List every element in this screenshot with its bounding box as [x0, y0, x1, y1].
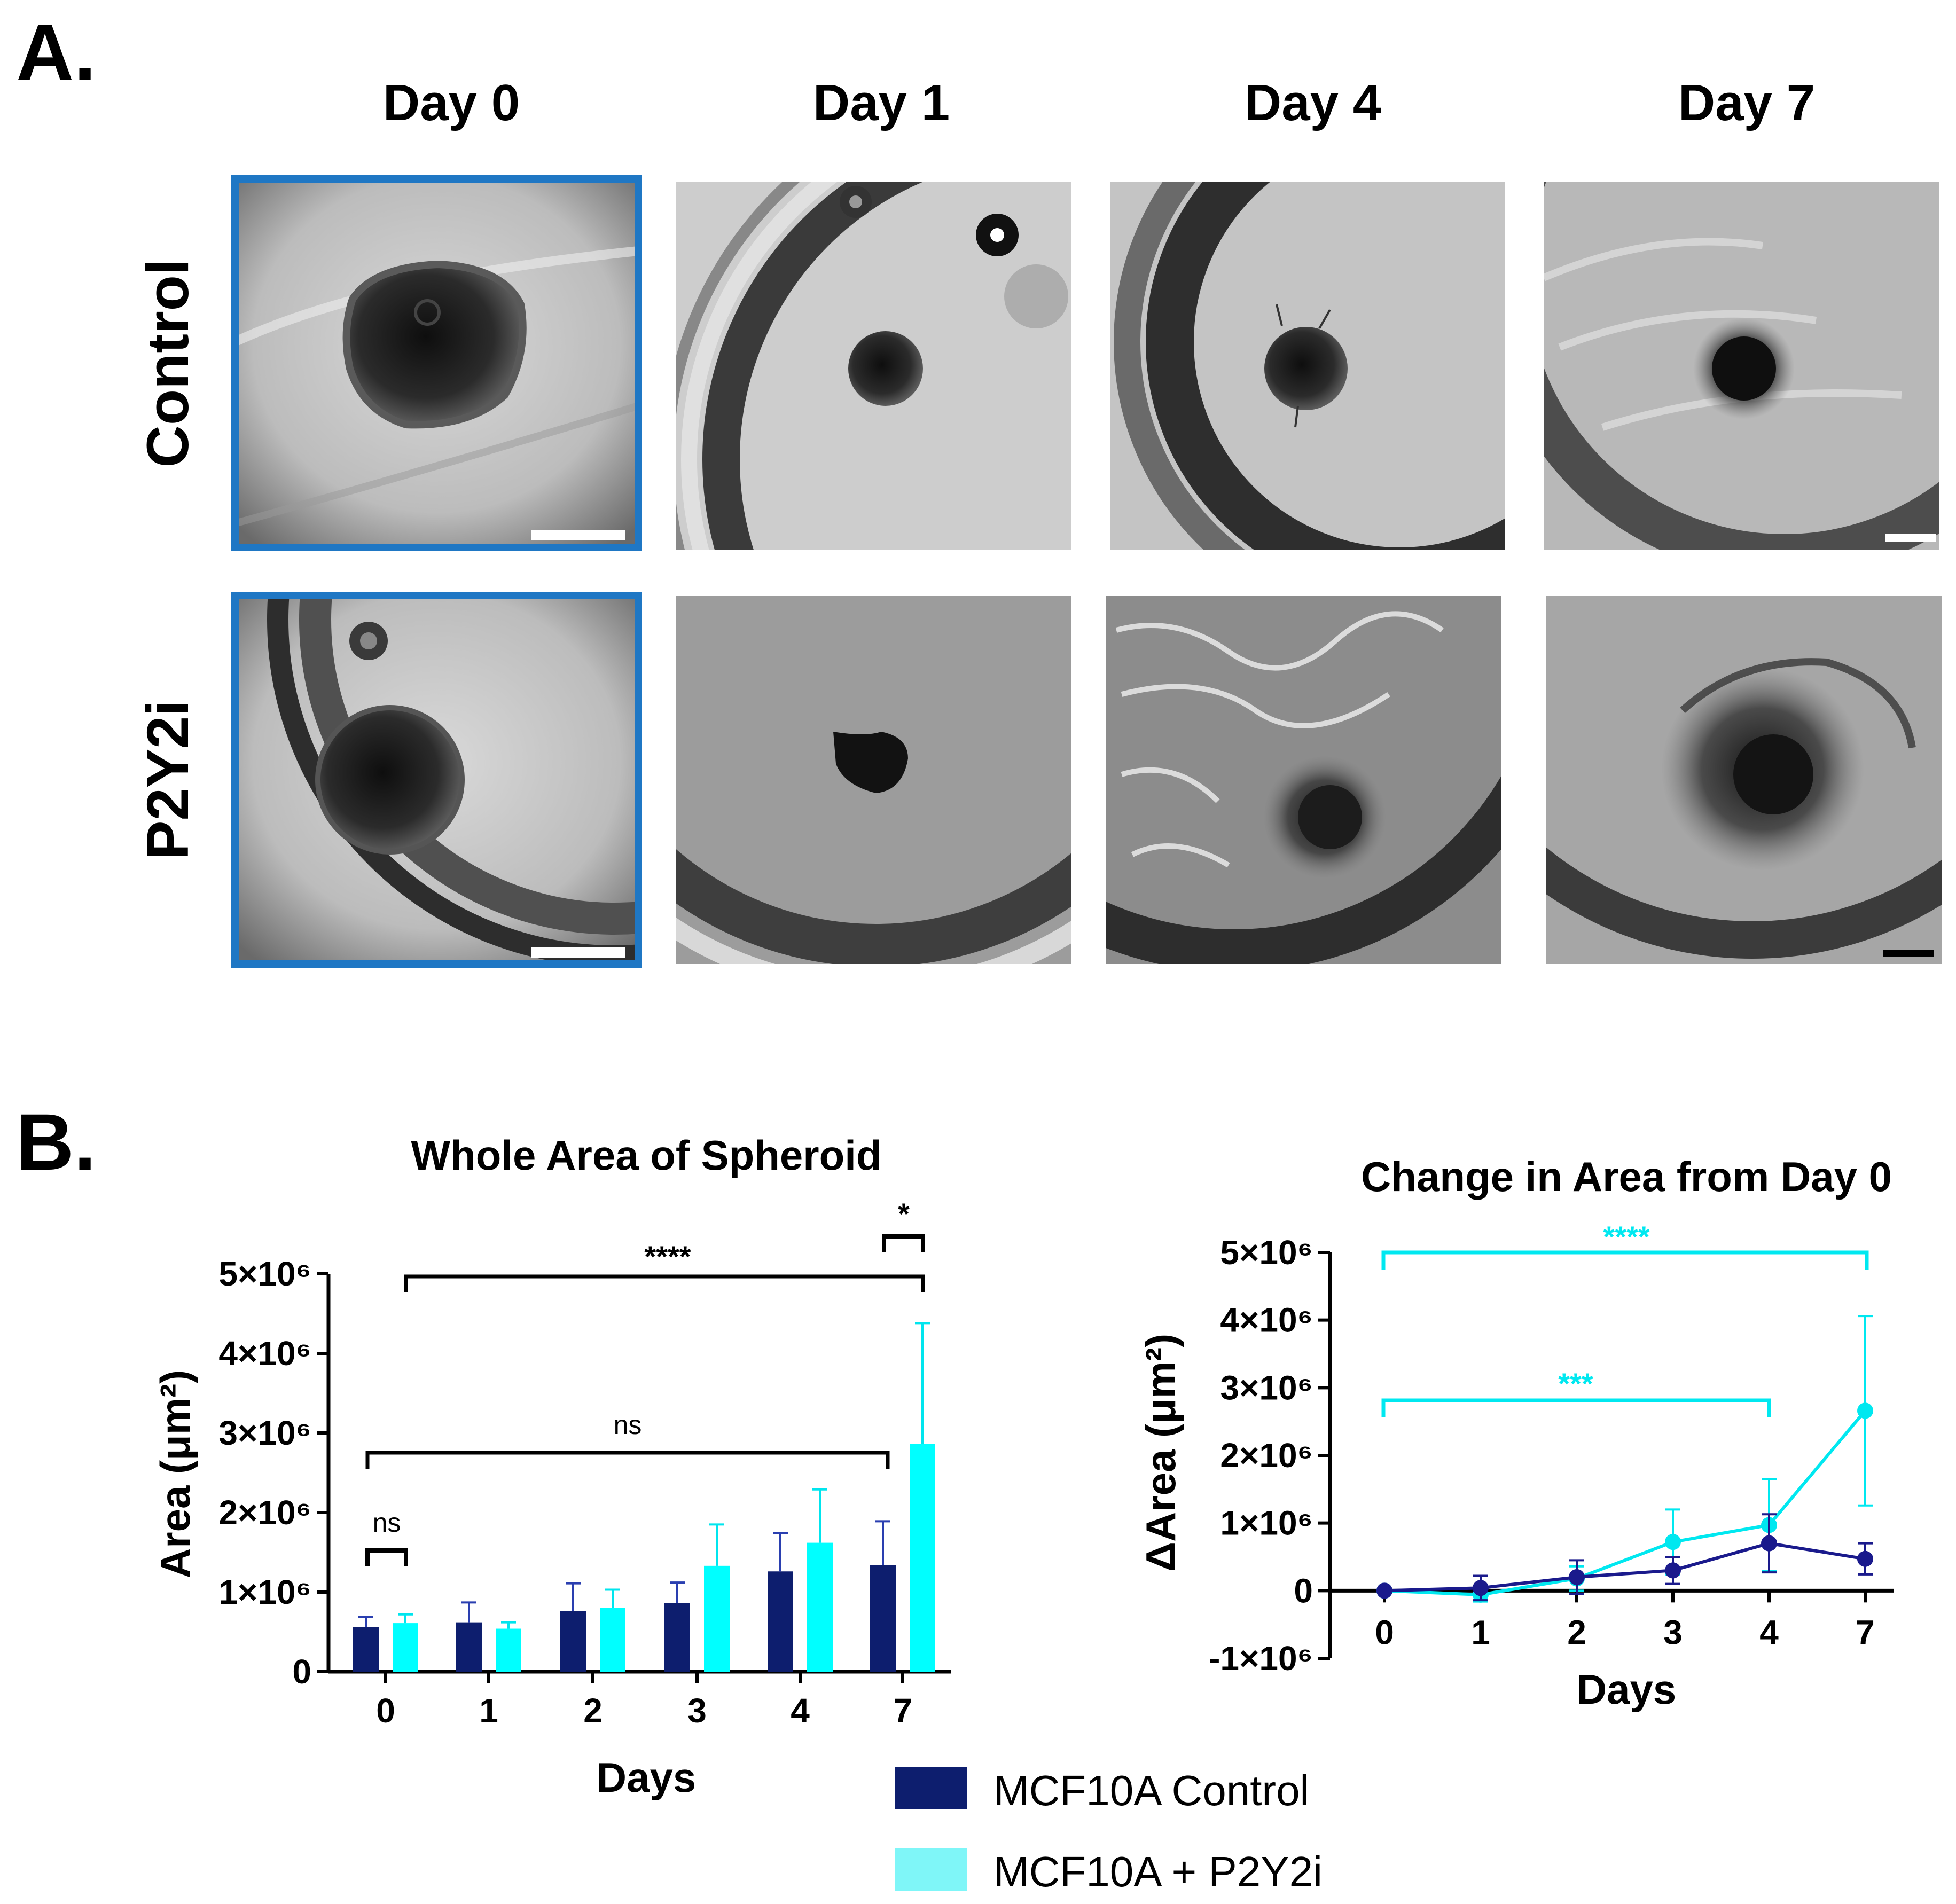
line-x-tick-label: 2: [1567, 1613, 1586, 1651]
bar-p2y2i-4: [807, 1542, 833, 1672]
line-x-tick-label: 4: [1759, 1613, 1779, 1651]
line-series-p2y2i: [1384, 1409, 1867, 1596]
line-x-tick-label: 0: [1375, 1613, 1394, 1651]
legend-label-p2y2i: MCF10A + P2Y2i: [993, 1848, 1323, 1895]
line-y-tick-label: 1×10⁶: [1220, 1504, 1313, 1542]
bar-p2y2i-0: [393, 1623, 418, 1672]
day-header-7: Day 7: [1678, 74, 1815, 131]
scale-bar: [1885, 534, 1936, 542]
line-point-control-4: [1761, 1535, 1777, 1552]
micrograph-control-day1: [676, 182, 1071, 550]
bar-control-4: [768, 1571, 793, 1672]
sig-label-ns-day0: ns: [373, 1508, 401, 1538]
legend-label-control: MCF10A Control: [993, 1767, 1309, 1814]
bar-x-tick-label: 2: [583, 1691, 603, 1730]
bar-y-tick-label: 4×10⁶: [218, 1334, 311, 1373]
sig-label-3star-line: ***: [1558, 1367, 1593, 1400]
panel-b-letter: B.: [16, 1097, 96, 1187]
line-chart: Change in Area from Day 0 -1×10⁶ 0 1×10⁶ 2×1…: [1137, 1153, 1894, 1713]
sig-label-1star: *: [898, 1197, 910, 1231]
bar-x-axis-label: Days: [597, 1754, 696, 1801]
line-y-tick-label: 0: [1294, 1571, 1313, 1610]
bar-control-1: [456, 1622, 482, 1672]
line-x-axis-label: Days: [1577, 1666, 1676, 1713]
bar-x-tick-label: 1: [479, 1691, 498, 1730]
line-point-control-3: [1665, 1562, 1681, 1579]
bar-p2y2i-3: [704, 1565, 730, 1672]
sig-bracket-4star-line: [1381, 1250, 1869, 1270]
sig-bracket-3star-line: [1381, 1398, 1771, 1417]
bar-y-tick-label: 1×10⁶: [218, 1573, 311, 1611]
sig-bracket-4star: [404, 1274, 925, 1292]
highlight-frame-control-day0: [231, 175, 642, 551]
bar-y-tick-label: 2×10⁶: [218, 1493, 311, 1532]
bar-control-3: [664, 1603, 690, 1672]
bar-control-0: [353, 1627, 379, 1672]
bar-x-tick-label: 7: [893, 1691, 912, 1730]
line-chart-title: Change in Area from Day 0: [1361, 1153, 1892, 1200]
bar-chart: Whole Area of Spheroid 0 1×10⁶ 2×10⁶ 3×10⁶ 4×…: [152, 1132, 951, 1801]
bar-x-tick-label: 0: [376, 1691, 395, 1730]
line-y-tick-label: 5×10⁶: [1220, 1233, 1313, 1272]
bar-y-axis-label: Area (μm²): [152, 1370, 199, 1578]
micrograph-control-day7: [1544, 182, 1939, 550]
line-point-p2y2i-3: [1665, 1534, 1681, 1550]
row-label-control: Control: [135, 258, 201, 467]
line-x-tick-label: 7: [1856, 1613, 1875, 1651]
micrograph-control-day0: [235, 179, 638, 547]
micrograph-p2y2i-day0: [235, 596, 638, 964]
day-header-0: Day 0: [383, 74, 520, 131]
line-series-control: [1384, 1541, 1866, 1593]
line-point-control-0: [1376, 1582, 1392, 1599]
line-y-tick-label: -1×10⁶: [1209, 1639, 1313, 1678]
bar-control-2: [560, 1611, 586, 1672]
highlight-frame-p2y2i-day0: [231, 592, 642, 968]
bar-p2y2i-7: [910, 1444, 935, 1672]
bar-y-tick-label: 3×10⁶: [218, 1414, 311, 1452]
bar-x-tick-label: 3: [687, 1691, 707, 1730]
sig-bracket-ns-day0: [365, 1548, 408, 1566]
day-header-1: Day 1: [813, 74, 950, 131]
line-x-tick-label: 3: [1663, 1613, 1683, 1651]
line-point-control-2: [1569, 1569, 1585, 1585]
bar-p2y2i-2: [600, 1608, 625, 1672]
day-header-4: Day 4: [1245, 74, 1381, 131]
legend: MCF10A Control MCF10A + P2Y2i: [895, 1767, 1323, 1895]
line-point-p2y2i-7: [1857, 1402, 1873, 1419]
sig-bracket-1star: [882, 1234, 925, 1252]
legend-swatch-p2y2i: [895, 1848, 967, 1891]
sig-bracket-ns-day0-7: [365, 1451, 890, 1469]
bar-control-7: [870, 1565, 896, 1672]
micrograph-control-day4: [1110, 182, 1505, 550]
line-point-control-1: [1473, 1580, 1489, 1596]
sig-label-4star-line: ****: [1603, 1220, 1649, 1253]
sig-label-4star: ****: [644, 1240, 691, 1273]
bar-p2y2i-1: [496, 1628, 521, 1672]
line-y-axis-label: ΔArea (μm²): [1137, 1334, 1184, 1572]
panel-a-letter: A.: [16, 7, 96, 97]
row-label-p2y2i: P2Y2i: [135, 700, 201, 860]
scale-bar: [531, 947, 625, 958]
scale-bar: [1883, 950, 1934, 957]
bar-y-tick-label: 5×10⁶: [218, 1255, 311, 1293]
micrograph-p2y2i-day1: [676, 596, 1071, 964]
micrograph-p2y2i-day4: [1106, 596, 1501, 964]
line-point-control-7: [1857, 1550, 1873, 1567]
line-x-tick-label: 1: [1471, 1613, 1490, 1651]
line-y-tick-label: 4×10⁶: [1220, 1301, 1313, 1339]
bar-x-tick-label: 4: [791, 1691, 810, 1730]
legend-swatch-control: [895, 1767, 967, 1809]
bar-chart-title: Whole Area of Spheroid: [411, 1132, 881, 1179]
sig-label-ns-day0-7: ns: [614, 1410, 642, 1440]
bar-y-tick-label: 0: [292, 1652, 311, 1691]
micrograph-p2y2i-day7: [1546, 596, 1942, 964]
scale-bar: [531, 530, 625, 540]
line-y-tick-label: 2×10⁶: [1220, 1436, 1313, 1475]
line-y-tick-label: 3×10⁶: [1220, 1368, 1313, 1407]
